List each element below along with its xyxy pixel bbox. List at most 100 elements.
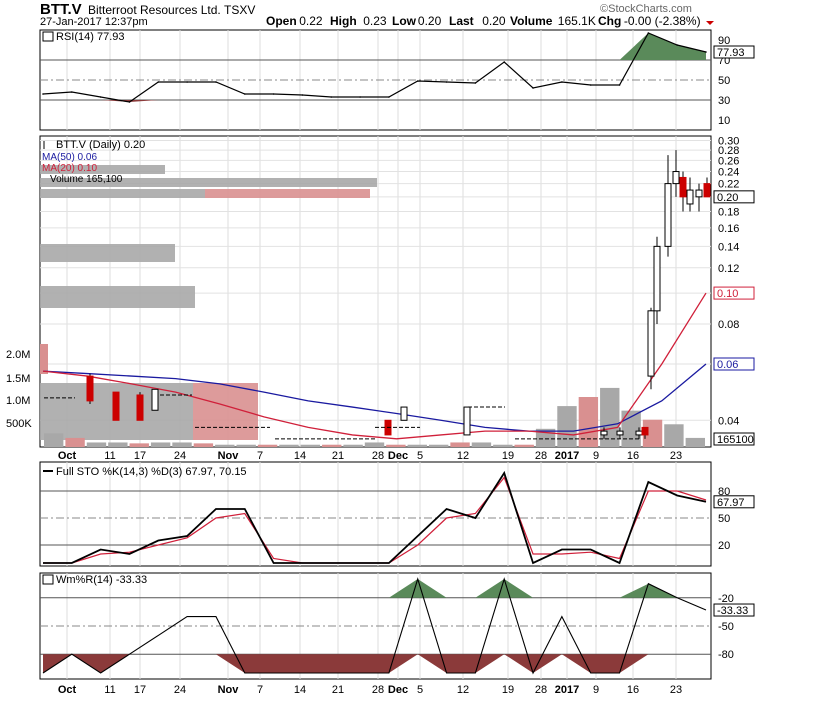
volume-bar (514, 444, 534, 447)
rsi-point (71, 91, 73, 93)
price-x-label: 2017 (555, 450, 579, 462)
candle-body (600, 430, 608, 436)
volume-bar (236, 444, 256, 447)
legend-volume: Volume 165,100 (50, 174, 123, 185)
rsi-point (215, 81, 217, 83)
wm-line (42, 577, 707, 675)
wm-title: Wm%R(14) -33.33 (56, 574, 147, 586)
volume-bar (108, 442, 128, 447)
volume-bar (450, 442, 470, 447)
rsi-tick: 30 (718, 95, 730, 107)
quote-row: Open 0.22 High 0.23 Low 0.20 Last 0.20 Volume 165… (266, 14, 701, 28)
rsi-point (647, 32, 650, 34)
rsi-point (445, 81, 448, 83)
volume-bar (193, 443, 214, 447)
price-x-label: 19 (502, 450, 514, 462)
price-x-label: 24 (174, 450, 186, 462)
quote-label-last: Last (449, 14, 474, 28)
price-x-label: 14 (294, 450, 306, 462)
sto-frame (39, 461, 712, 567)
price-last-label-box (713, 190, 755, 204)
bottom-x-label: 21 (332, 684, 344, 696)
volume-bar (150, 442, 171, 447)
candle-body (664, 183, 672, 247)
rsi-frame (39, 29, 712, 131)
price-tick: 0.14 (718, 241, 739, 253)
bottom-x-label: 2017 (555, 684, 579, 696)
quote-label-open: Open (266, 14, 297, 28)
quote-label-chg: Chg (598, 14, 621, 28)
volume-by-price-bar (40, 178, 377, 187)
symbol-label: BTT.V (40, 1, 82, 18)
volume-bar (557, 406, 577, 447)
bottom-x-label: 28 (372, 684, 384, 696)
wm-overbought-fill (43, 579, 706, 598)
rsi-point (474, 82, 477, 84)
rsi-point (128, 101, 131, 103)
price-x-label: 28 (535, 450, 547, 462)
rsi-point (416, 80, 419, 82)
exchange-label: TSXV (224, 3, 255, 17)
ma50-last-label-box (713, 357, 755, 371)
rsi-title: RSI(14) 77.93 (56, 31, 124, 43)
rsi-legend-icon (42, 31, 54, 42)
bottom-x-label: 5 (417, 684, 423, 696)
price-tick: 0.18 (718, 206, 739, 218)
rsi-point (157, 81, 160, 83)
volume-by-price-bar (40, 189, 205, 198)
bottom-x-label: 7 (257, 684, 263, 696)
candle-body (686, 189, 694, 205)
volume-tick: 500K (6, 418, 32, 430)
volume-bar (279, 444, 299, 447)
rsi-current-label-box (713, 45, 755, 59)
volume-bar (600, 387, 620, 447)
rsi-point (589, 84, 592, 86)
volume-tick: 1.5M (6, 373, 30, 385)
rsi-point (272, 93, 275, 95)
rsi-current-label: 77.93 (717, 47, 745, 59)
volume-last-label-box (713, 432, 755, 446)
candle-body (672, 171, 680, 185)
volume-bar (86, 442, 107, 447)
price-x-label: 28 (372, 450, 384, 462)
bottom-x-label: 12 (457, 684, 469, 696)
bottom-x-label: 28 (535, 684, 547, 696)
price-tick: 0.22 (718, 179, 739, 191)
price-x-label: 16 (627, 450, 639, 462)
price-x-label: 9 (593, 450, 599, 462)
volume-bar (493, 444, 513, 447)
price-tick: 0.08 (718, 319, 739, 331)
wm-tick: -20 (718, 593, 734, 605)
volume-bar (129, 443, 149, 447)
volume-bar (407, 444, 427, 447)
price-tick: 0.16 (718, 223, 739, 235)
sto-current-label: 67.97 (717, 497, 745, 509)
rsi-point (186, 81, 188, 83)
candle-body (695, 189, 703, 198)
price-x-label: Dec (388, 450, 408, 462)
volume-by-price-bar (40, 244, 175, 262)
bottom-x-label: 14 (294, 684, 306, 696)
legend-ma20: MA(20) 0.10 (42, 163, 97, 174)
volume-by-price-bar (205, 189, 370, 198)
volume-bar (322, 444, 342, 447)
ma50-last-label: 0.06 (717, 359, 738, 371)
candle-body (635, 430, 643, 436)
bottom-x-label: Dec (388, 684, 408, 696)
sto-tick: 80 (718, 486, 730, 498)
price-x-label: 23 (670, 450, 682, 462)
price-title: BTT.V (Daily) 0.20 (56, 139, 145, 151)
volume-bar (65, 437, 85, 447)
price-x-label: 5 (417, 450, 423, 462)
rsi-point (705, 51, 707, 53)
rsi-point (243, 93, 246, 95)
volume-bar (364, 442, 385, 447)
quote-value-volume: 165.1K (558, 14, 596, 28)
candle-body (151, 388, 159, 411)
quote-label-low: Low (392, 14, 417, 28)
volume-bar (386, 444, 406, 447)
sto-tick: 20 (718, 540, 730, 552)
rsi-point (42, 93, 44, 95)
watermark: ©StockCharts.com (600, 3, 692, 15)
